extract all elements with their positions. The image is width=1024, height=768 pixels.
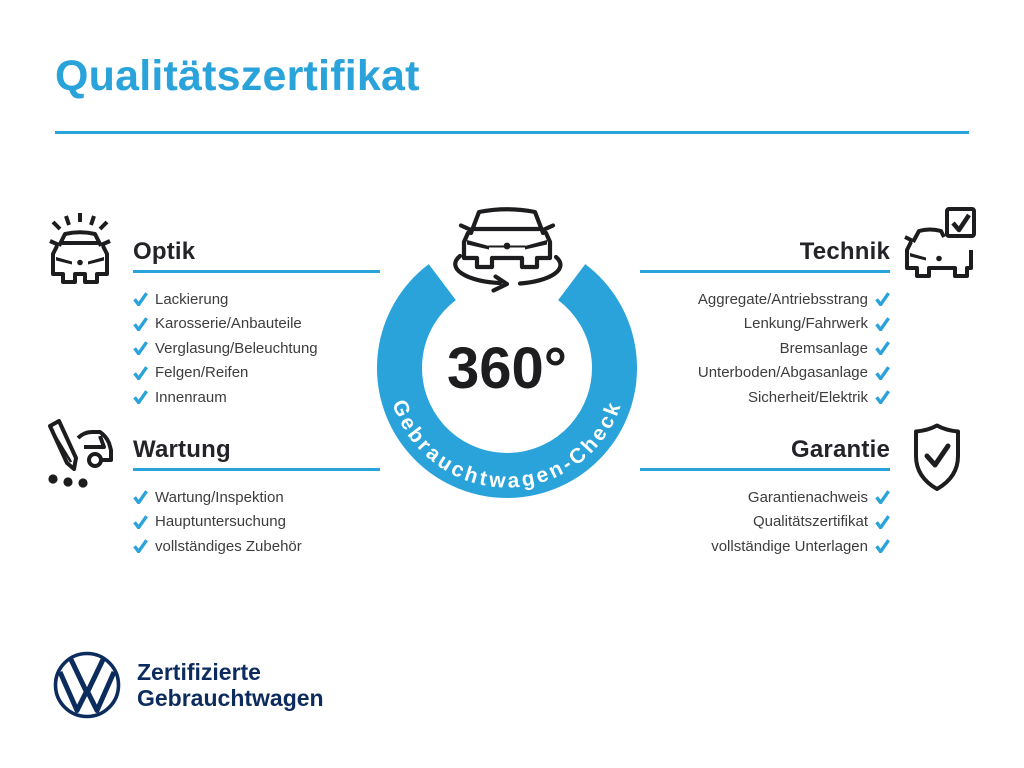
check-icon xyxy=(133,316,148,331)
check-icon xyxy=(875,316,890,331)
checklist-item-label: Lackierung xyxy=(155,290,229,308)
section-divider xyxy=(133,468,380,471)
car-rotation-icon xyxy=(453,207,563,293)
checklist-item-label: Unterboden/Abgasanlage xyxy=(697,364,868,382)
section-wartung: Wartung Wartung/Inspektion Hauptuntersuc… xyxy=(133,436,383,559)
footer-line1: Zertifizierte xyxy=(137,659,261,685)
section-divider xyxy=(640,270,890,273)
checklist-item: Karosserie/Anbauteile xyxy=(133,312,383,337)
checklist-item: vollständige Unterlagen xyxy=(640,534,890,559)
checklist-item: Innenraum xyxy=(133,385,383,410)
check-icon xyxy=(875,514,890,529)
check-icon xyxy=(133,539,148,554)
checklist-item: Wartung/Inspektion xyxy=(133,485,383,510)
service-checklist-icon xyxy=(48,419,113,488)
checklist-item: Qualitätszertifikat xyxy=(640,510,890,535)
title-divider xyxy=(55,131,969,134)
checklist-technik: Aggregate/Antriebsstrang Lenkung/Fahrwer… xyxy=(640,287,890,410)
check-icon xyxy=(133,490,148,505)
badge-360: Gebrauchtwagen-Check 360° xyxy=(377,207,637,498)
checklist-item: Lenkung/Fahrwerk xyxy=(640,312,890,337)
checklist-item-label: Aggregate/Antriebsstrang xyxy=(697,290,868,308)
checklist-item: Sicherheit/Elektrik xyxy=(640,385,890,410)
checklist-item-label: Qualitätszertifikat xyxy=(752,513,868,531)
check-icon xyxy=(875,292,890,307)
check-icon xyxy=(133,341,148,356)
checklist-item: Felgen/Reifen xyxy=(133,361,383,386)
section-optik: Optik Lackierung Karosserie/Anbauteile V… xyxy=(133,238,383,410)
check-icon xyxy=(133,292,148,307)
car-checkbox-icon xyxy=(904,207,976,278)
checklist-item-label: Karosserie/Anbauteile xyxy=(155,315,302,333)
checklist-wartung: Wartung/Inspektion Hauptuntersuchung vol… xyxy=(133,485,383,559)
checklist-item: Unterboden/Abgasanlage xyxy=(640,361,890,386)
shield-check-icon xyxy=(914,423,960,491)
section-garantie: Garantie Garantienachweis Qualitätszerti… xyxy=(640,436,890,559)
section-heading-wartung: Wartung xyxy=(133,436,231,463)
checklist-item-label: Bremsanlage xyxy=(779,339,868,357)
badge-ring xyxy=(377,264,637,498)
checklist-item-label: Sicherheit/Elektrik xyxy=(747,388,868,406)
checklist-item-label: vollständige Unterlagen xyxy=(711,537,868,555)
check-icon xyxy=(133,365,148,380)
checklist-item: Verglasung/Beleuchtung xyxy=(133,336,383,361)
section-heading-optik: Optik xyxy=(133,238,196,265)
sparkling-car-icon xyxy=(49,213,111,284)
checklist-garantie: Garantienachweis Qualitätszertifikat vol… xyxy=(640,485,890,559)
checklist-item: Hauptuntersuchung xyxy=(133,510,383,535)
check-icon xyxy=(875,341,890,356)
section-divider xyxy=(640,468,890,471)
checklist-item-label: vollständiges Zubehör xyxy=(155,537,302,555)
vw-logo xyxy=(53,651,121,719)
checklist-item-label: Lenkung/Fahrwerk xyxy=(743,315,868,333)
checklist-item: Garantienachweis xyxy=(640,485,890,510)
check-icon xyxy=(133,514,148,529)
checklist-item-label: Hauptuntersuchung xyxy=(155,513,286,531)
checklist-item-label: Innenraum xyxy=(155,388,227,406)
section-heading-technik: Technik xyxy=(799,238,890,265)
footer-line2: Gebrauchtwagen xyxy=(137,685,324,711)
section-divider xyxy=(133,270,380,273)
page-title: Qualitätszertifikat xyxy=(55,52,420,100)
checklist-item: vollständiges Zubehör xyxy=(133,534,383,559)
checklist-item: Bremsanlage xyxy=(640,336,890,361)
badge-center-label: 360° xyxy=(447,336,567,401)
check-icon xyxy=(875,539,890,554)
check-icon xyxy=(875,390,890,405)
checklist-item: Lackierung xyxy=(133,287,383,312)
checklist-item-label: Verglasung/Beleuchtung xyxy=(155,339,318,357)
check-icon xyxy=(875,490,890,505)
section-heading-garantie: Garantie xyxy=(791,436,890,463)
check-icon xyxy=(875,365,890,380)
checklist-optik: Lackierung Karosserie/Anbauteile Verglas… xyxy=(133,287,383,410)
checklist-item-label: Wartung/Inspektion xyxy=(155,488,284,506)
footer-claim: Zertifizierte Gebrauchtwagen xyxy=(137,659,324,711)
checklist-item-label: Felgen/Reifen xyxy=(155,364,249,382)
check-icon xyxy=(133,390,148,405)
checklist-item: Aggregate/Antriebsstrang xyxy=(640,287,890,312)
checklist-item-label: Garantienachweis xyxy=(747,488,868,506)
section-technik: Technik Aggregate/Antriebsstrang Lenkung… xyxy=(640,238,890,410)
